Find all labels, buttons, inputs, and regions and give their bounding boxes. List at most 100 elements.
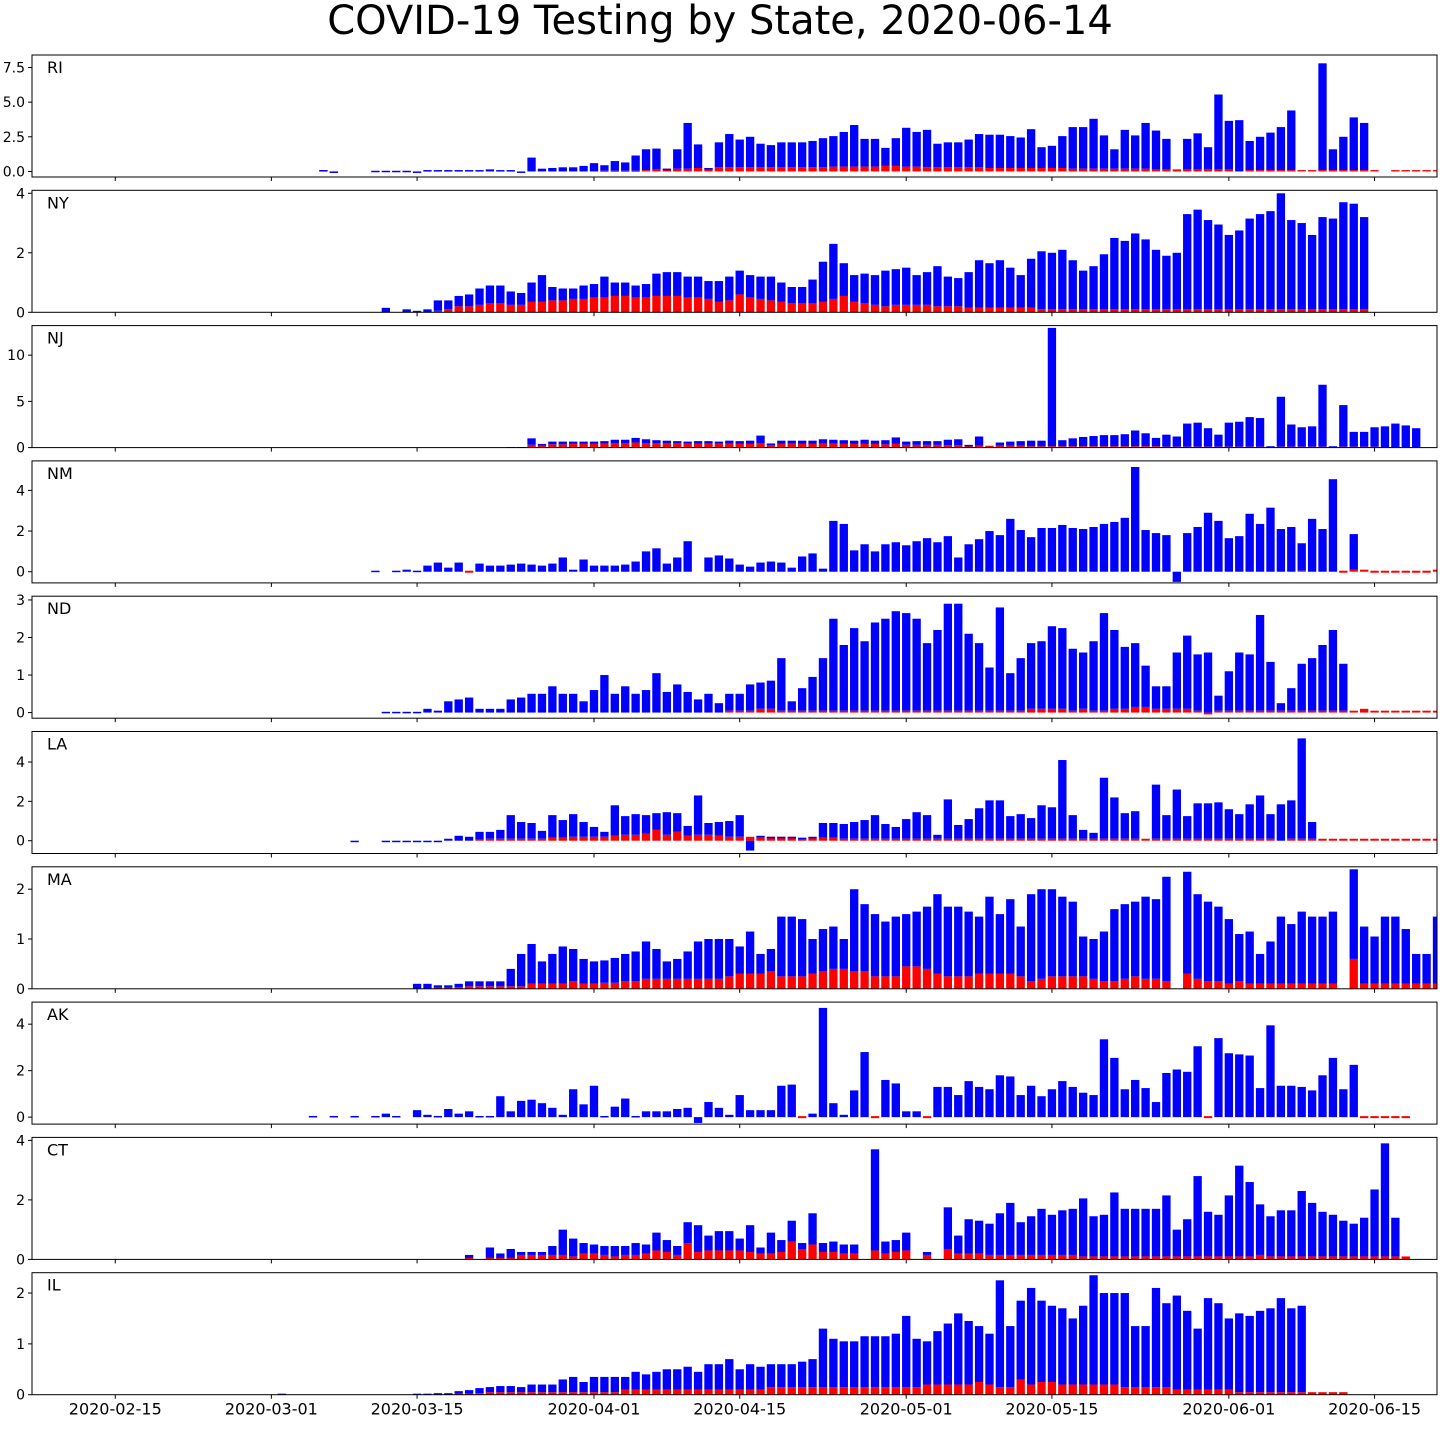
bar-red	[1276, 1392, 1286, 1395]
bar-red	[1349, 170, 1358, 172]
bar-red	[1391, 1116, 1400, 1119]
bar-blue	[516, 953, 526, 987]
bar-blue	[1037, 440, 1046, 447]
bar-blue	[1078, 270, 1088, 310]
bar-red	[1162, 838, 1171, 841]
bar-red	[777, 710, 786, 713]
bar-red	[787, 443, 796, 448]
bar-red	[1162, 1387, 1171, 1395]
bar-blue	[1006, 816, 1015, 839]
bar-red	[1110, 838, 1119, 841]
bar-red	[745, 443, 755, 448]
bar-blue	[693, 795, 703, 835]
bar-blue	[1328, 218, 1338, 310]
bar-blue	[1235, 1313, 1244, 1393]
bar-red	[537, 444, 547, 448]
bar-blue	[600, 675, 609, 713]
bar-blue	[412, 711, 422, 714]
bar-blue	[558, 441, 567, 445]
bar-blue	[662, 440, 672, 443]
bar-blue	[745, 931, 755, 974]
bar-red	[1006, 307, 1015, 313]
bar-blue	[1245, 417, 1254, 447]
bar-red	[839, 443, 848, 448]
bar-blue	[1307, 234, 1317, 310]
bar-blue	[839, 645, 848, 711]
bar-red	[496, 986, 505, 989]
bar-red	[933, 444, 942, 448]
x-tick-label: 2020-04-01	[548, 1400, 641, 1419]
bar-blue	[1235, 1165, 1244, 1257]
bar-red	[558, 983, 567, 989]
bar-blue	[995, 1213, 1005, 1255]
bar-red	[902, 710, 911, 713]
bar-blue	[1276, 1298, 1286, 1393]
bar-blue	[756, 276, 765, 299]
bar-red	[1141, 1256, 1150, 1260]
bar-blue	[1214, 94, 1223, 170]
bar-blue	[922, 538, 932, 572]
bar-blue	[579, 165, 588, 172]
bar-blue	[1068, 815, 1077, 839]
bar-red	[1380, 838, 1390, 841]
bar-blue	[1099, 1214, 1109, 1257]
bar-red	[881, 976, 890, 989]
bar-red	[839, 295, 848, 313]
bar-blue	[777, 836, 786, 839]
bar-blue	[610, 805, 619, 836]
bar-red	[1089, 309, 1098, 313]
bar-red	[1339, 1392, 1348, 1395]
bar-red	[579, 983, 588, 989]
bar-blue	[1318, 63, 1327, 171]
bar-red	[1047, 167, 1057, 172]
bar-blue	[964, 444, 973, 447]
bar-red	[1224, 309, 1234, 313]
bar-red	[1026, 167, 1036, 172]
bar-blue	[496, 170, 505, 172]
bar-blue	[870, 138, 880, 167]
bar-blue	[1224, 809, 1234, 839]
bar-red	[1037, 978, 1046, 989]
bar-red	[766, 1387, 776, 1395]
bar-blue	[995, 800, 1005, 839]
bar-blue	[735, 139, 744, 168]
bar-blue	[662, 1111, 672, 1118]
bar-blue	[797, 287, 807, 304]
bar-blue	[433, 710, 443, 713]
bar-blue	[1276, 396, 1286, 447]
bar-blue	[860, 820, 869, 839]
bar-blue	[1318, 645, 1327, 711]
bar-blue	[1026, 1287, 1036, 1385]
bar-blue	[954, 824, 963, 839]
bar-blue	[1162, 255, 1171, 310]
bar-blue	[621, 162, 630, 171]
bar-blue	[1068, 528, 1077, 572]
bar-red	[1162, 708, 1171, 713]
bar-red	[1245, 309, 1254, 313]
bar-red	[1193, 309, 1202, 313]
bar-blue	[1183, 635, 1192, 709]
bar-blue	[1224, 538, 1234, 572]
bar-red	[974, 1253, 984, 1260]
y-tick-label: 4	[16, 483, 25, 499]
bar-blue	[818, 568, 828, 572]
bar-blue	[995, 134, 1005, 168]
bar-red	[797, 443, 807, 448]
bar-red	[1037, 838, 1046, 841]
bar-red	[745, 167, 755, 172]
bar-blue	[954, 1235, 963, 1254]
bar-blue	[652, 673, 661, 713]
bar-blue	[714, 1107, 724, 1118]
bar-red	[673, 295, 682, 313]
bar-red	[1235, 1392, 1244, 1395]
bar-blue	[964, 139, 973, 168]
bar-blue	[506, 564, 515, 572]
bar-blue	[870, 551, 880, 572]
bar-blue	[673, 441, 682, 443]
bar-blue	[1224, 919, 1234, 984]
bar-blue	[673, 1246, 682, 1255]
bar-blue	[797, 1361, 807, 1388]
bar-red	[475, 839, 484, 841]
bar-red	[735, 836, 744, 841]
bar-red	[1016, 1254, 1025, 1260]
